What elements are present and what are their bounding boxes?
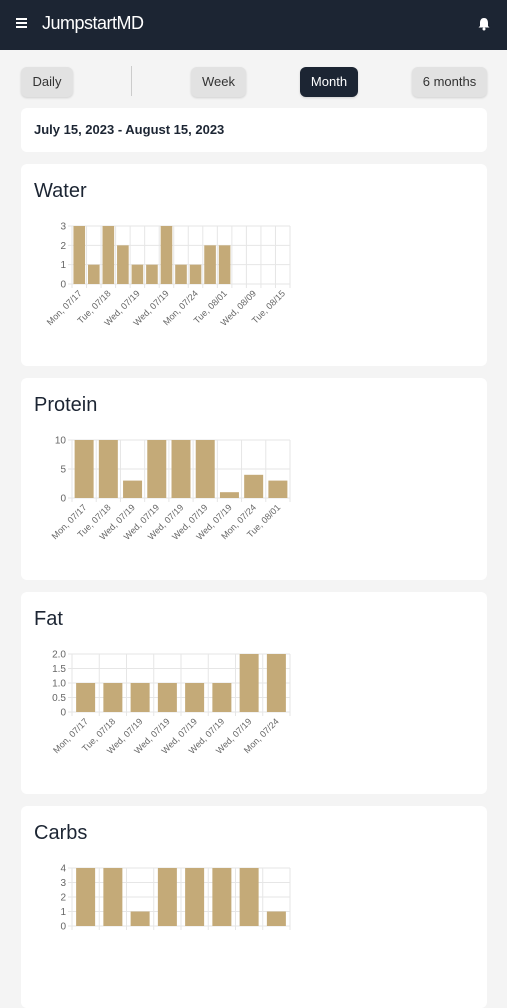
y-tick-label: 5 [60,465,66,476]
y-tick-label: 1.0 [52,679,66,690]
y-tick-label: 2 [60,893,66,904]
bar [73,226,86,284]
logo: JumpstartMD [42,13,144,33]
tab-6-months[interactable]: 6 months [412,67,487,97]
bar [102,226,115,284]
bar [130,683,150,712]
bar [189,264,202,284]
bar [244,474,264,498]
chart-card: Carbs 0 1 2 3 4 [21,806,487,1008]
chart-card: Protein 0 5 10 Mon, 07/17 Tue, 07/18 Wed, 07/1… [21,378,487,580]
y-tick-label: 3 [60,878,66,889]
chart-card: Fat 0 0.5 1.0 1.5 2.0 Mon, 07/17 Tue, 07/18 Wed,… [21,592,487,794]
y-tick-label: 1.5 [52,664,66,675]
chart-title: Water [34,180,87,202]
bar [195,440,215,498]
bar [76,868,96,926]
bar [266,654,286,712]
y-tick-label: 0 [60,708,66,719]
bar [239,868,259,926]
chart: 0 1 2 3 4 [60,864,291,933]
chart-title: Protein [34,394,98,416]
bar [130,911,150,926]
bar [268,480,288,498]
bar [160,226,173,284]
bar [103,868,123,926]
y-tick-label: 0.5 [52,693,66,704]
y-tick-label: 0 [60,922,66,933]
bar [98,440,118,498]
bar [146,264,158,284]
bar [212,868,232,926]
bar [157,868,177,926]
chart-title: Fat [34,608,63,630]
y-tick-label: 3 [60,222,66,233]
bar [204,245,216,284]
bar [147,440,167,498]
bar [131,264,144,284]
y-tick-label: 0 [60,494,66,505]
chart-card: Water 0 1 2 3 Mon, 07/17 Tue, 07/18 Wed, 07/19 W… [21,164,487,366]
bar [266,911,286,926]
bar [219,492,239,498]
bar [185,868,205,926]
tab-month[interactable]: Month [300,67,358,97]
bar [239,654,259,712]
tab-daily[interactable]: Daily [21,67,73,97]
y-tick-label: 0 [60,280,66,291]
bar [212,683,232,712]
bar [123,480,143,498]
y-tick-label: 2 [60,241,66,252]
bar [171,440,191,498]
bar [103,683,123,712]
bar [117,245,129,284]
bar [76,683,96,712]
notifications-button[interactable] [478,17,490,31]
bar [74,440,94,498]
date-range: July 15, 2023 - August 15, 2023 [21,108,487,152]
tab-week[interactable]: Week [191,67,246,97]
y-tick-label: 10 [55,436,67,447]
divider [131,66,132,96]
chart-title: Carbs [34,822,88,844]
bar [218,245,231,284]
y-tick-label: 1 [60,907,66,918]
bar [185,683,205,712]
bar [87,264,100,284]
bar [175,264,187,284]
y-tick-label: 1 [60,260,66,271]
top-bar: JumpstartMD [0,0,507,50]
y-tick-label: 4 [60,864,66,875]
menu-button[interactable] [16,18,27,28]
y-tick-label: 2.0 [52,650,66,661]
bar [157,683,177,712]
